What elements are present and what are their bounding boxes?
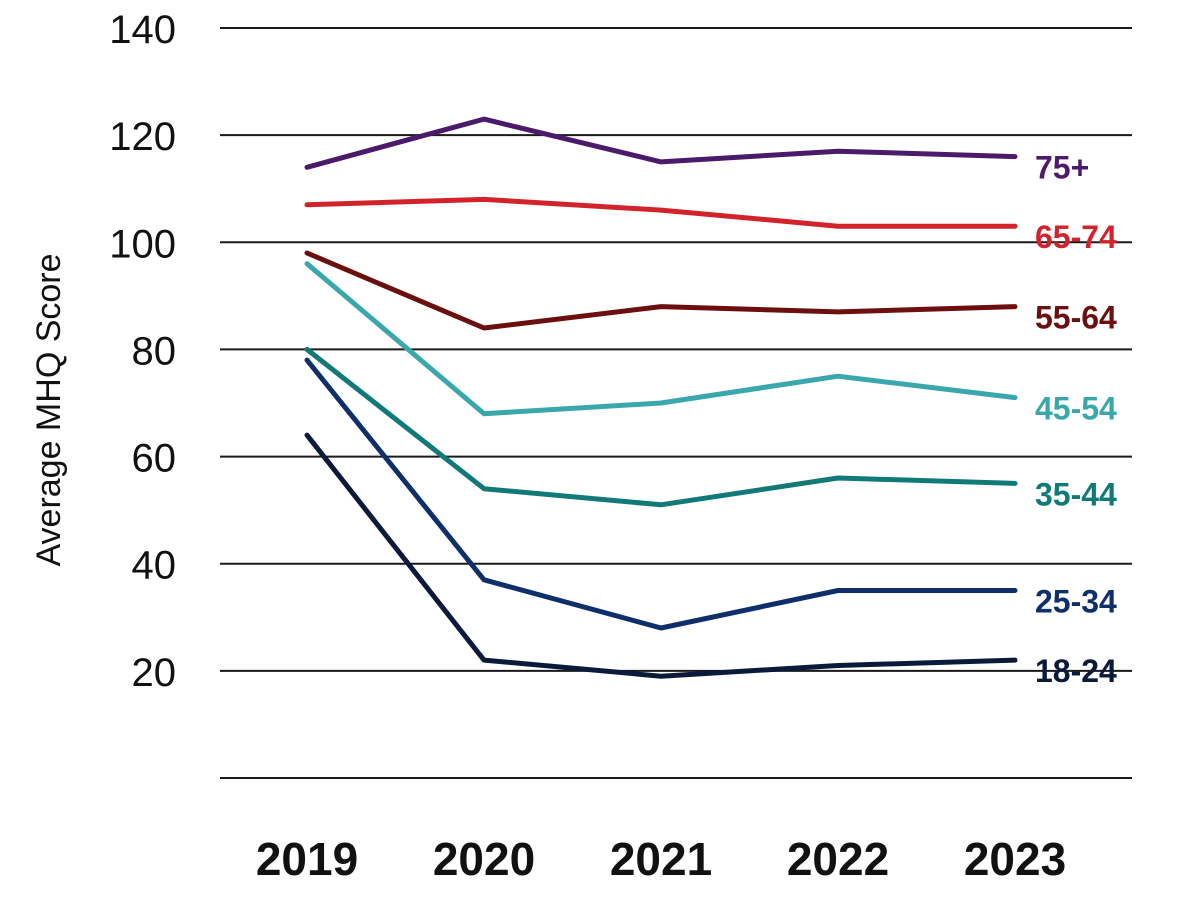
- y-tick-label: 140: [109, 8, 176, 52]
- y-tick-label: 80: [132, 329, 177, 373]
- x-tick-label: 2020: [433, 833, 535, 885]
- series-label: 45-54: [1035, 391, 1117, 427]
- series-labels: 75+ 65-74 55-64 45-54 35-44 25-34 18-24: [1035, 150, 1117, 690]
- x-tick-label: 2023: [964, 833, 1066, 885]
- y-tick-label: 60: [132, 437, 177, 481]
- grid-layer: [220, 27, 1132, 779]
- y-tick-label: 100: [109, 222, 176, 266]
- series-line-65-74: [304, 196, 1018, 229]
- series-label: 75+: [1035, 150, 1089, 186]
- series-layer: [304, 116, 1018, 679]
- series-line-55-64: [304, 250, 1018, 331]
- series-line-45-54: [304, 261, 1018, 417]
- x-axis: 2019 2020 2021 2022 2023: [256, 833, 1066, 885]
- y-tick-label: 120: [109, 115, 176, 159]
- series-line-25-34: [304, 357, 1018, 631]
- x-tick-label: 2022: [787, 833, 889, 885]
- series-line-75+: [304, 116, 1018, 170]
- y-tick-label: 20: [132, 651, 177, 695]
- y-axis: 20 40 60 80 100 120 140: [109, 8, 176, 695]
- x-tick-label: 2019: [256, 833, 358, 885]
- series-label: 25-34: [1035, 584, 1117, 620]
- series-label: 55-64: [1035, 300, 1117, 336]
- y-axis-title: Average MHQ Score: [30, 253, 68, 566]
- x-tick-label: 2021: [610, 833, 712, 885]
- series-label: 65-74: [1035, 219, 1117, 255]
- series-label: 18-24: [1035, 653, 1117, 689]
- series-label: 35-44: [1035, 476, 1117, 512]
- series-line-18-24: [304, 432, 1018, 679]
- y-tick-label: 40: [132, 544, 177, 588]
- series-line-35-44: [304, 346, 1018, 508]
